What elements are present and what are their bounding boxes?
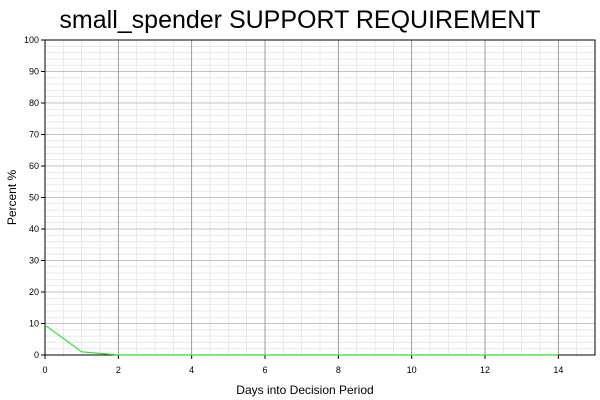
- x-tick-label: 6: [262, 365, 267, 375]
- y-tick-label: 20: [29, 287, 39, 297]
- x-tick-label: 4: [189, 365, 194, 375]
- y-tick-label: 60: [29, 161, 39, 171]
- y-tick-label: 100: [24, 35, 39, 45]
- y-tick-label: 30: [29, 256, 39, 266]
- y-tick-label: 10: [29, 319, 39, 329]
- x-tick-label: 2: [116, 365, 121, 375]
- series-group: [44, 324, 559, 356]
- x-tick-label: 10: [407, 365, 417, 375]
- x-axis-ticks: 0 2 4 6 8 10 12 14: [42, 355, 563, 375]
- y-tick-label: 70: [29, 130, 39, 140]
- y-tick-label: 90: [29, 67, 39, 77]
- x-tick-label: 0: [42, 365, 47, 375]
- y-tick-label: 0: [34, 350, 39, 360]
- y-tick-label: 80: [29, 98, 39, 108]
- chart-title: small_spender SUPPORT REQUIREMENT: [59, 6, 541, 34]
- x-tick-label: 14: [553, 365, 563, 375]
- y-axis-label: Percent %: [5, 169, 19, 225]
- x-axis-label: Days into Decision Period: [236, 383, 373, 397]
- x-tick-label: 8: [336, 365, 341, 375]
- series-line: [44, 324, 559, 356]
- y-tick-label: 50: [29, 193, 39, 203]
- y-tick-label: 40: [29, 224, 39, 234]
- y-axis-ticks: 0 10 20 30 40 50 60 70 80 90 100: [24, 35, 45, 360]
- x-tick-label: 12: [480, 365, 490, 375]
